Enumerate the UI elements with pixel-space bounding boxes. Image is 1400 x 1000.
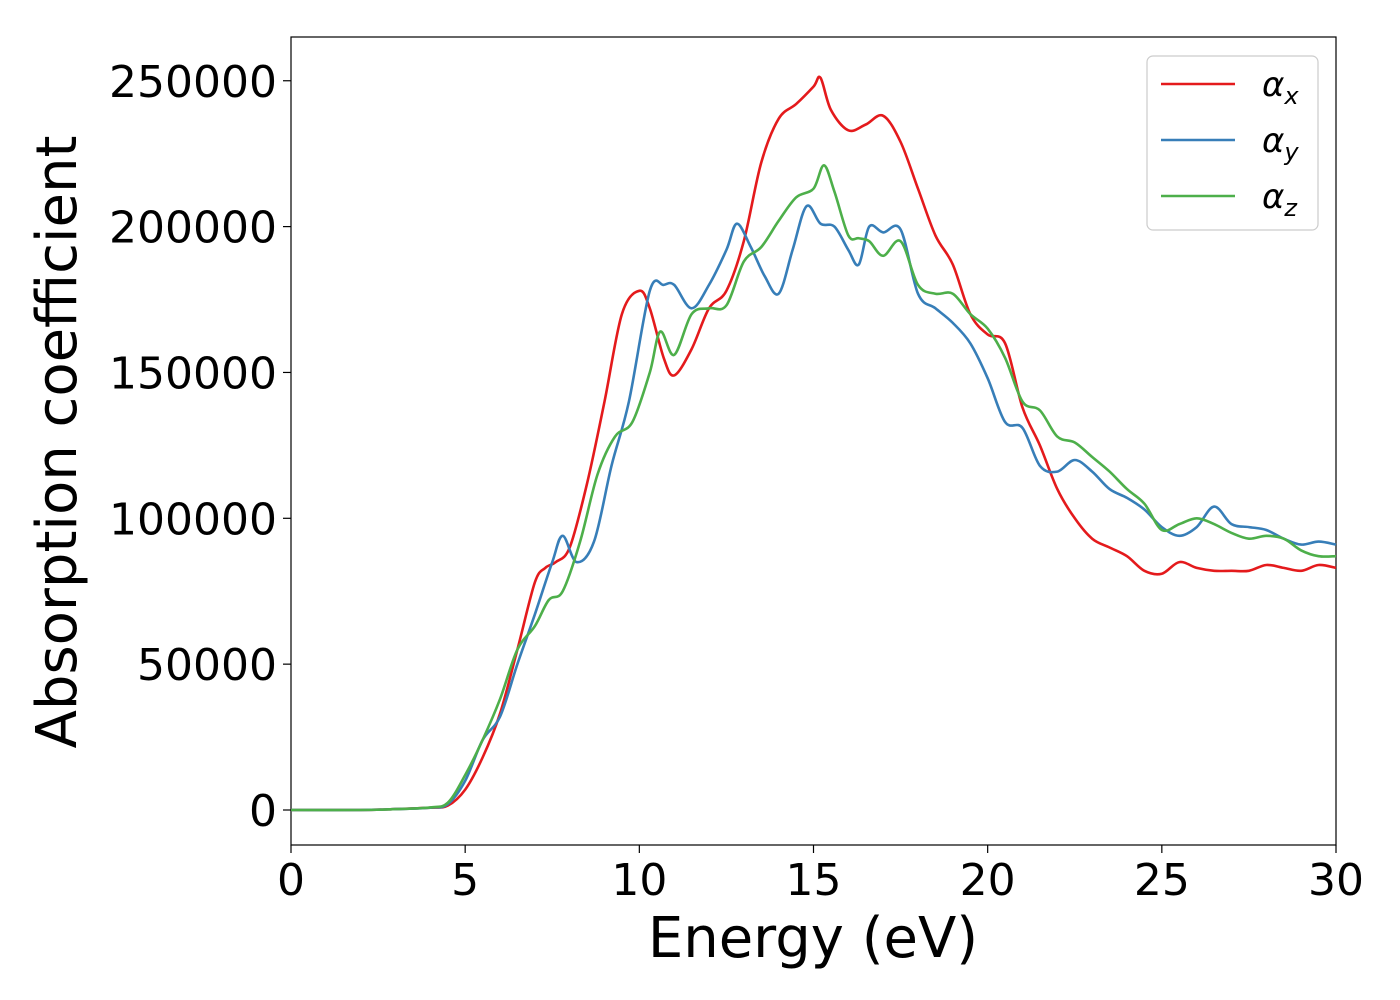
x-tick-label: 15 bbox=[786, 855, 842, 906]
series-line-z bbox=[290, 164, 1337, 812]
legend-box bbox=[1146, 55, 1319, 231]
y-axis-ticks: 0 50000 100000 150000 200000 250000 bbox=[109, 57, 291, 837]
y-tick-label: 200000 bbox=[109, 203, 277, 254]
series-line-y bbox=[290, 204, 1337, 812]
series-layer bbox=[290, 75, 1337, 812]
y-tick-label: 100000 bbox=[109, 494, 277, 545]
x-tick-label: 10 bbox=[611, 855, 667, 906]
x-tick-label: 20 bbox=[960, 855, 1016, 906]
x-tick-label: 0 bbox=[277, 855, 305, 906]
legend: αx αy αz bbox=[1146, 55, 1319, 231]
y-tick-label: 50000 bbox=[137, 640, 277, 691]
y-tick-label: 250000 bbox=[109, 57, 277, 108]
x-tick-label: 25 bbox=[1134, 855, 1190, 906]
x-axis-title: Energy (eV) bbox=[648, 906, 978, 971]
y-axis-title: Absorption coefficient bbox=[25, 136, 90, 749]
legend-label-x: αx bbox=[1262, 65, 1299, 110]
series-line-x bbox=[290, 75, 1337, 812]
x-tick-label: 5 bbox=[451, 855, 479, 906]
x-tick-label: 30 bbox=[1308, 855, 1364, 906]
legend-label-y: αy bbox=[1262, 121, 1299, 166]
legend-label-z: αz bbox=[1262, 177, 1298, 222]
y-tick-label: 0 bbox=[249, 786, 277, 837]
y-tick-label: 150000 bbox=[109, 348, 277, 399]
x-axis-ticks: 0 5 10 15 20 25 30 bbox=[277, 845, 1364, 906]
